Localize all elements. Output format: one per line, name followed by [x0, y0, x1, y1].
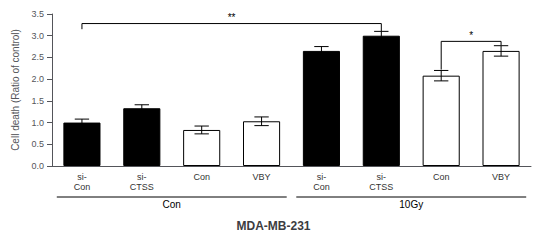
svg-text:VBY: VBY: [492, 172, 510, 182]
svg-text:si-: si-: [137, 172, 147, 182]
svg-text:si-: si-: [317, 172, 327, 182]
svg-text:0.5: 0.5: [31, 139, 44, 149]
svg-text:10Gy: 10Gy: [399, 199, 423, 210]
svg-text:2.0: 2.0: [31, 74, 44, 84]
svg-text:2.5: 2.5: [31, 52, 44, 62]
svg-text:3.5: 3.5: [31, 9, 44, 19]
svg-text:1.5: 1.5: [31, 96, 44, 106]
svg-text:si-: si-: [377, 172, 387, 182]
svg-text:MDA-MB-231: MDA-MB-231: [236, 219, 310, 233]
svg-text:Con: Con: [313, 182, 330, 192]
svg-text:Con: Con: [163, 199, 181, 210]
svg-text:Cell death (Ratio of control): Cell death (Ratio of control): [10, 29, 21, 151]
svg-text:VBY: VBY: [253, 172, 271, 182]
svg-text:Con: Con: [433, 172, 450, 182]
svg-text:1.0: 1.0: [31, 118, 44, 128]
svg-text:si-: si-: [77, 172, 87, 182]
svg-text:CTSS: CTSS: [130, 182, 154, 192]
svg-text:CTSS: CTSS: [369, 182, 393, 192]
svg-text:*: *: [469, 30, 473, 41]
svg-text:Con: Con: [193, 172, 210, 182]
svg-text:Con: Con: [74, 182, 91, 192]
svg-text:3.0: 3.0: [31, 31, 44, 41]
svg-text:0.0: 0.0: [31, 161, 44, 171]
svg-text:**: **: [228, 12, 236, 23]
